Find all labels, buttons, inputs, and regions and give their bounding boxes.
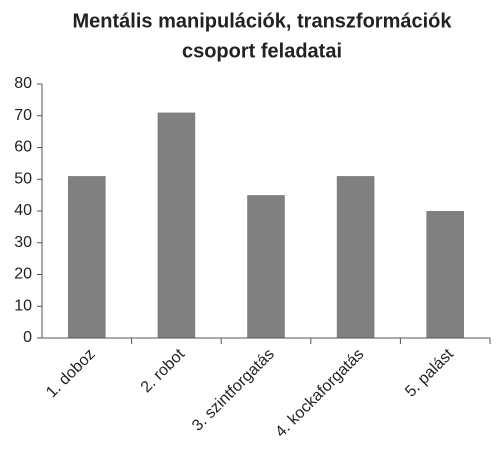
x-tick-label: 2. robot [138,345,189,396]
y-tick-label: 30 [14,234,32,251]
bar [67,176,106,338]
chart-title: Mentális manipulációk, transzformációk [73,10,453,32]
y-tick-label: 20 [14,266,32,283]
y-tick-label: 40 [14,202,32,219]
x-tick-label: 4. kockaforgatás [272,346,367,441]
bar [336,176,375,338]
y-tick-label: 70 [14,107,32,124]
x-tick-label: 3. szintforgatás [189,346,278,435]
y-tick-label: 10 [14,297,32,314]
bar [157,112,196,338]
bar [247,195,285,338]
x-tick-label: 5. palást [402,345,457,400]
x-tick-label: 1. doboz [43,346,98,401]
y-tick-label: 50 [14,170,32,187]
chart-title: csoport feladatai [182,40,342,62]
y-tick-label: 80 [14,75,32,92]
bar [426,211,465,338]
y-tick-label: 0 [23,329,32,346]
y-tick-label: 60 [14,139,32,156]
